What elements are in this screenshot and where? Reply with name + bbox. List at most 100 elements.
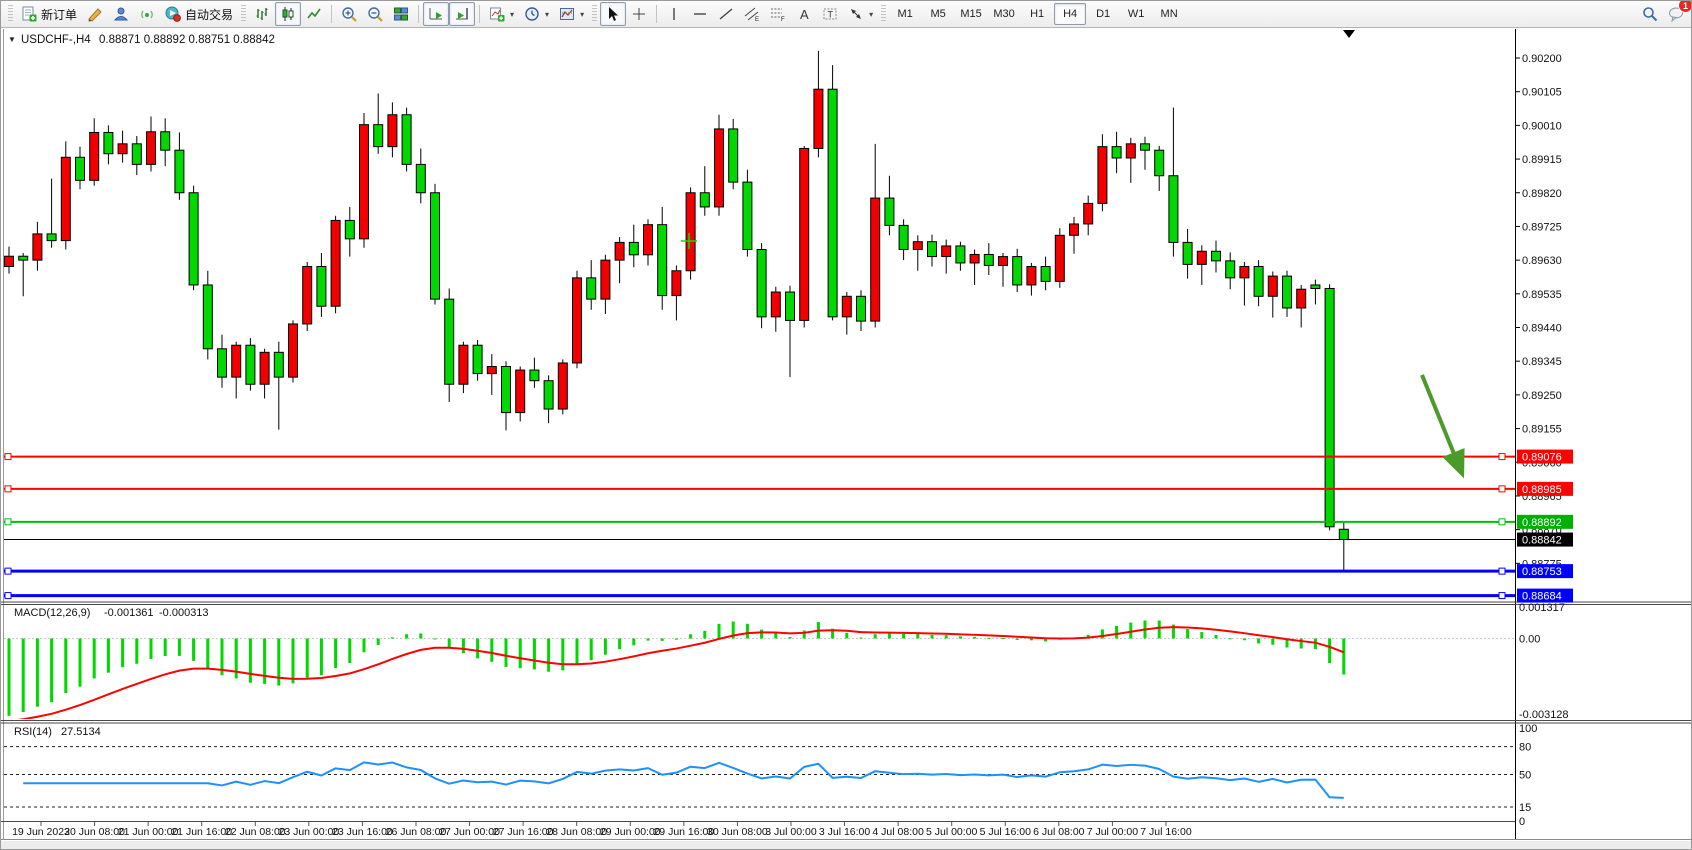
zoom-in-button[interactable]	[336, 2, 362, 26]
equidistant-channel-button[interactable]: E	[739, 2, 765, 26]
candle-body	[628, 241, 639, 256]
vertical-line-button[interactable]	[661, 2, 687, 26]
candle-body	[458, 344, 469, 385]
candle-body	[302, 266, 313, 325]
time-axis-label: 3 Jul 16:00	[819, 826, 871, 838]
new-order-button[interactable]: 新订单	[16, 2, 82, 26]
bid-price-label	[1517, 532, 1573, 547]
candle-body	[444, 298, 455, 385]
candle-body	[600, 259, 611, 300]
macd-histogram-bar	[873, 634, 877, 639]
macd-histogram-bar	[1186, 629, 1190, 639]
indicators-button[interactable]: ▾	[484, 2, 519, 26]
new-order-label: 新订单	[41, 7, 78, 22]
candle-body	[89, 131, 100, 181]
macd-histogram-bar	[731, 621, 735, 639]
timeframe-button-h1[interactable]: H1	[1030, 8, 1045, 20]
timeframe-button-h4[interactable]: H4	[1054, 3, 1087, 25]
profiles-button[interactable]	[108, 2, 134, 26]
trendline-button[interactable]	[713, 2, 739, 26]
candle-body	[4, 255, 14, 268]
timeframe-button-m1[interactable]: M1	[897, 8, 913, 20]
time-axis-label: 27 Jun 00:00	[439, 826, 500, 838]
rsi-indicator-label: RSI(14)	[14, 726, 52, 738]
horizontal-line-button[interactable]	[687, 2, 713, 26]
timeframe-button-m30[interactable]: M30	[993, 8, 1015, 20]
toolbar-separator	[656, 5, 658, 23]
bar-chart-icon	[256, 8, 268, 20]
timeframe-button-m15[interactable]: M15	[960, 8, 982, 20]
auto-scroll-button[interactable]	[423, 2, 450, 26]
candle-body	[1154, 149, 1165, 177]
cursor-button[interactable]	[600, 2, 627, 26]
horizontal-line-icon	[694, 13, 707, 15]
timeframe-button-w1[interactable]: W1	[1127, 8, 1145, 20]
line-handle[interactable]	[4, 485, 12, 493]
timeframe-button-mn[interactable]: MN	[1160, 8, 1178, 20]
line-handle[interactable]	[4, 453, 12, 461]
line-handle[interactable]	[1498, 485, 1506, 493]
price-axis-tick-label: 0.89915	[1522, 154, 1562, 166]
arrows-button[interactable]: ▾	[843, 2, 878, 26]
line-handle[interactable]	[1498, 518, 1506, 526]
candle-body	[1069, 223, 1079, 236]
candle-body	[1211, 250, 1221, 262]
price-axis-tick-label: 0.89345	[1522, 356, 1562, 368]
line-price-label	[1517, 449, 1573, 464]
chart-menu-triangle[interactable]: ▼	[8, 35, 16, 44]
timeframe-button-m5[interactable]: M5	[930, 8, 946, 20]
fibonacci-button[interactable]: F	[765, 2, 791, 26]
periods-button[interactable]: ▾	[519, 2, 554, 26]
signal-icon	[141, 10, 153, 19]
candle-body	[1296, 288, 1307, 309]
macd-histogram-bar	[958, 636, 962, 639]
macd-histogram-bar	[1015, 638, 1019, 640]
candle-body	[1225, 260, 1236, 279]
macd-indicator-label: MACD(12,26,9)	[14, 607, 90, 619]
crosshair-style-button[interactable]	[82, 2, 108, 26]
line-handle[interactable]	[1498, 592, 1506, 600]
search-button[interactable]	[1637, 2, 1663, 26]
line-handle[interactable]	[4, 567, 12, 575]
zoom-out-button[interactable]	[362, 2, 388, 26]
line-chart-button[interactable]	[301, 2, 327, 26]
candle-body	[1083, 202, 1094, 225]
time-axis-label: 30 Jun 08:00	[707, 826, 768, 838]
candle-body	[813, 88, 824, 149]
line-handle[interactable]	[4, 592, 12, 600]
rsi-axis-label: 100	[1519, 723, 1537, 735]
signal-button[interactable]	[134, 2, 160, 26]
templates-button[interactable]: ▾	[554, 2, 589, 26]
line-handle[interactable]	[1498, 453, 1506, 461]
chart-shift-button[interactable]	[449, 2, 476, 26]
text-label-button[interactable]: T	[817, 2, 843, 26]
candle-body	[756, 248, 767, 318]
candlestick-chart-button[interactable]	[275, 2, 302, 26]
crosshair-button[interactable]	[626, 2, 652, 26]
svg-text:E: E	[755, 17, 759, 22]
price-axis-tick-label: 0.90010	[1522, 120, 1562, 132]
bar-chart-button[interactable]	[249, 2, 275, 26]
line-handle[interactable]	[1498, 567, 1506, 575]
autotrading-button[interactable]: 自动交易	[160, 2, 238, 26]
down-arrow-annotation[interactable]	[1420, 374, 1465, 479]
macd-histogram-bar	[1044, 638, 1048, 642]
candle-body	[898, 224, 909, 250]
pane-separator[interactable]	[1, 601, 1692, 822]
macd-histogram-bar	[589, 638, 593, 661]
candle-body	[515, 369, 526, 414]
macd-histogram-bar	[760, 629, 764, 639]
timeframe-button-d1[interactable]: D1	[1096, 8, 1111, 20]
line-price-label-text: 0.89076	[1522, 452, 1562, 464]
line-handle[interactable]	[4, 518, 12, 526]
macd-histogram-bar	[149, 638, 153, 659]
dropdown-caret: ▾	[510, 9, 515, 19]
time-axis-label: 4 Jul 08:00	[872, 826, 924, 838]
notifications-button[interactable]: 1	[1663, 1, 1691, 26]
chart-shift-marker[interactable]	[1343, 30, 1355, 38]
line-price-label-text: 0.88985	[1522, 484, 1562, 496]
tile-windows-button[interactable]	[388, 2, 414, 26]
line-price-label-text: 0.88753	[1522, 566, 1562, 578]
toolbar-grip	[881, 5, 887, 23]
text-button[interactable]: A	[791, 2, 817, 26]
